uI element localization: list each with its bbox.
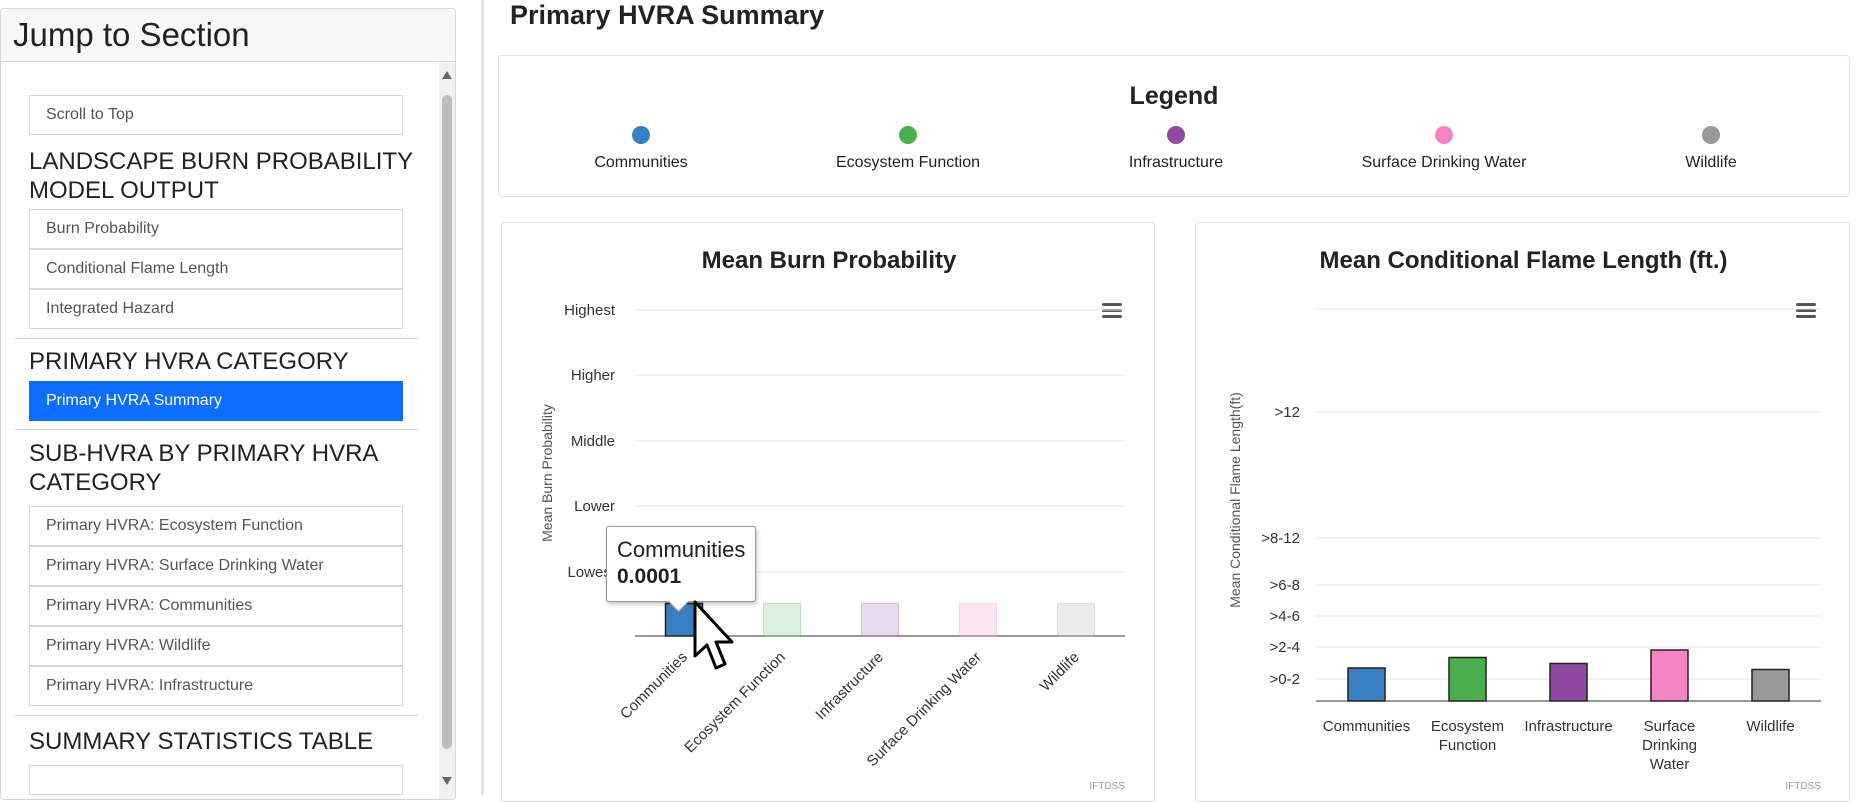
legend-item: Surface Drinking Water — [1334, 126, 1554, 172]
burn-probability-chart-card: Mean Burn Probability Lowest Lower Middle Hi… — [501, 222, 1155, 802]
y-tick-label: Highest — [564, 302, 616, 319]
x-tick-label: Surface Drinking Water — [864, 649, 985, 770]
x-tick-label: Infrastructure — [812, 649, 887, 724]
nav-wildlife[interactable]: Primary HVRA: Wildlife — [29, 626, 403, 666]
panel-divider[interactable] — [481, 0, 484, 795]
chart-title: Mean Burn Probability — [702, 247, 957, 274]
nav-ecosystem-function[interactable]: Primary HVRA: Ecosystem Function — [29, 506, 403, 546]
nav-integrated-hazard[interactable]: Integrated Hazard — [29, 289, 403, 329]
legend-item: Ecosystem Function — [798, 126, 1018, 172]
y-tick-label: >6-8 — [1270, 577, 1300, 594]
y-axis-label: Mean Burn Probability — [539, 404, 555, 542]
y-tick-label: >0-2 — [1270, 671, 1300, 688]
nav-summary-stats-partial[interactable] — [29, 765, 403, 795]
jump-to-section-panel: Jump to Section Scroll to Top LANDSCAPE … — [0, 8, 456, 800]
y-tick-label: >12 — [1275, 404, 1300, 421]
legend-dot-icon — [1167, 126, 1185, 144]
legend-label: Communities — [594, 154, 688, 171]
flame-length-chart: Mean Conditional Flame Length (ft.) >0-2 >… — [1227, 247, 1821, 792]
bar — [1448, 656, 1487, 702]
nav-surface-drinking-water[interactable]: Primary HVRA: Surface Drinking Water — [29, 546, 403, 586]
chart-tooltip: Communities 0.0001 — [606, 526, 756, 613]
legend-label: Infrastructure — [1128, 154, 1224, 171]
sidebar-title: Jump to Section — [13, 16, 250, 53]
nav-communities[interactable]: Primary HVRA: Communities — [29, 586, 403, 626]
scroll-up-arrow-icon[interactable] — [442, 71, 452, 79]
x-tick-label: Infrastructure — [1524, 718, 1612, 735]
y-tick-label: >2-4 — [1270, 639, 1300, 656]
y-tick-label: Higher — [571, 367, 615, 384]
mouse-cursor-icon — [693, 600, 734, 670]
y-tick-label: Lower — [574, 498, 615, 515]
bar — [1650, 649, 1689, 702]
section-heading-landscape: LANDSCAPE BURN PROBABILITY MODEL OUTPUT — [29, 148, 413, 204]
y-tick-label: Lowest — [567, 564, 615, 581]
legend-dot-icon — [1435, 126, 1453, 144]
bar — [1751, 668, 1790, 702]
section-heading-primary-hvra: PRIMARY HVRA CATEGORY — [29, 348, 349, 375]
tooltip-name: Communities — [617, 537, 746, 562]
y-tick-label: >4-6 — [1270, 608, 1300, 625]
sidebar-nav: Scroll to Top LANDSCAPE BURN PROBABILITY… — [1, 63, 439, 799]
y-axis-label: Mean Conditional Flame Length(ft) — [1227, 392, 1243, 608]
flame-length-chart-card: Mean Conditional Flame Length (ft.) >0-2 >… — [1195, 222, 1850, 802]
legend-label: Surface Drinking Water — [1361, 154, 1527, 171]
nav-infrastructure[interactable]: Primary HVRA: Infrastructure — [29, 666, 403, 706]
x-tick-label: Surface Drinking Water — [1642, 718, 1697, 773]
scroll-to-top-button[interactable]: Scroll to Top — [29, 95, 403, 135]
nav-divider — [15, 429, 419, 430]
chart-credit: IFTDSS — [1785, 781, 1821, 792]
bar — [1347, 667, 1386, 702]
burn-probability-chart: Mean Burn Probability Lowest Lower Middle Hi… — [539, 247, 1125, 792]
tooltip-value: 0.0001 — [617, 565, 682, 588]
legend-label: Wildlife — [1685, 154, 1737, 171]
sidebar-header: Jump to Section — [1, 9, 455, 62]
bar — [763, 602, 801, 637]
bar — [1057, 602, 1095, 637]
nav-divider — [15, 715, 419, 716]
sidebar-scrollbar[interactable] — [439, 63, 455, 799]
nav-burn-probability[interactable]: Burn Probability — [29, 209, 403, 249]
nav-divider — [15, 338, 419, 339]
x-tick-label: Communities — [617, 649, 691, 723]
legend-card: Legend Communities Ecosystem Function In… — [498, 55, 1850, 197]
section-heading-summary-stats: SUMMARY STATISTICS TABLE — [29, 728, 374, 755]
legend-item: Infrastructure — [1066, 126, 1286, 172]
legend-dot-icon — [632, 126, 650, 144]
legend-dot-icon — [1702, 126, 1720, 144]
nav-conditional-flame-length[interactable]: Conditional Flame Length — [29, 249, 403, 289]
bar — [861, 602, 899, 637]
legend-item: Wildlife — [1601, 126, 1821, 172]
x-tick-label: Ecosystem Function — [1431, 718, 1504, 754]
y-tick-label: >8-12 — [1261, 530, 1300, 547]
scroll-down-arrow-icon[interactable] — [442, 777, 452, 785]
x-tick-label: Wildlife — [1746, 718, 1794, 735]
legend-dot-icon — [899, 126, 917, 144]
legend-item: Communities — [531, 126, 751, 172]
bar — [959, 602, 997, 637]
bar — [1549, 662, 1588, 702]
legend-title: Legend — [1129, 82, 1219, 110]
section-heading-sub-hvra: SUB-HVRA BY PRIMARY HVRA CATEGORY — [29, 440, 378, 496]
scrollbar-thumb[interactable] — [442, 95, 452, 749]
y-tick-label: Middle — [571, 433, 615, 450]
chart-menu-icon[interactable] — [1796, 303, 1816, 318]
chart-title: Mean Conditional Flame Length (ft.) — [1320, 247, 1728, 274]
legend-label: Ecosystem Function — [835, 154, 981, 171]
chart-credit: IFTDSS — [1089, 781, 1125, 792]
page-title: Primary HVRA Summary — [510, 0, 825, 30]
nav-primary-hvra-summary[interactable]: Primary HVRA Summary — [29, 381, 403, 421]
x-tick-label: Wildlife — [1037, 649, 1083, 695]
x-tick-label: Communities — [1323, 718, 1411, 735]
